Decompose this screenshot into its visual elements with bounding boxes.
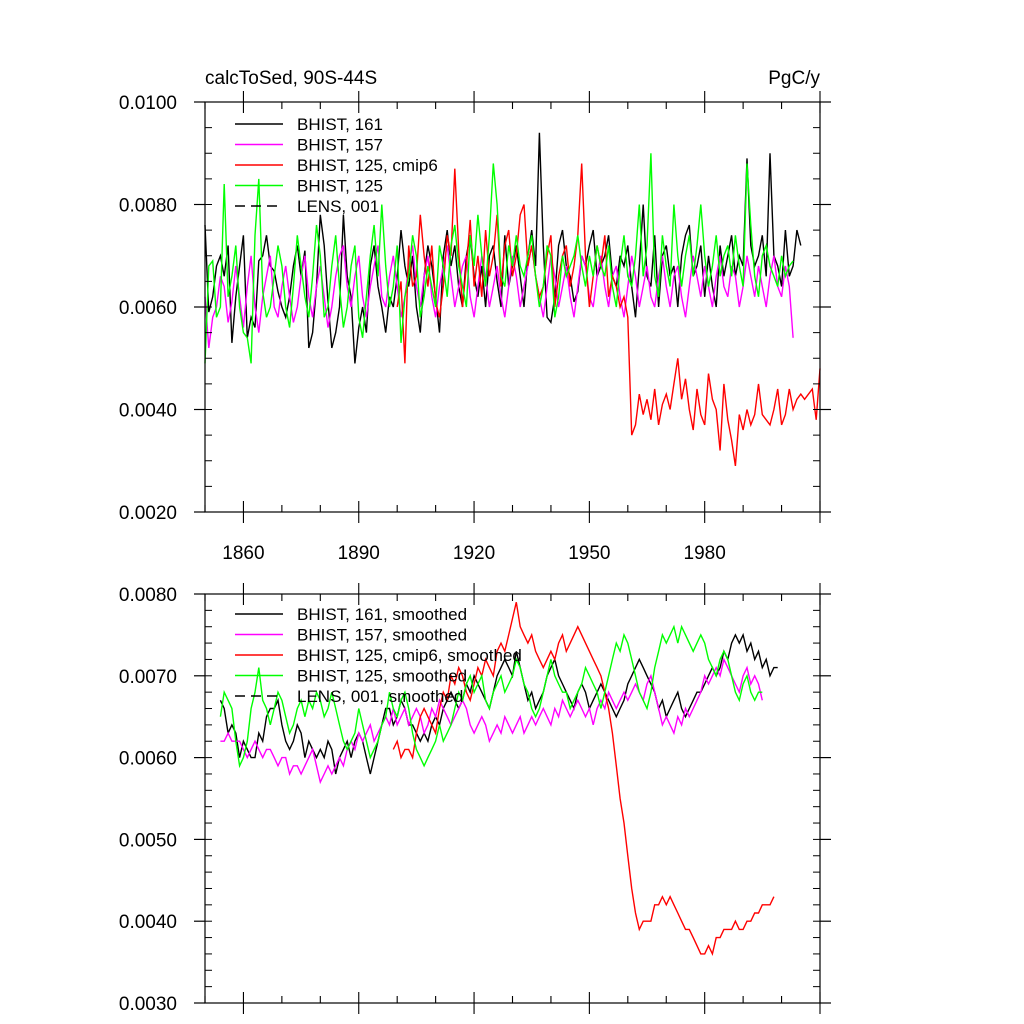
y-tick-label: 0.0080 xyxy=(119,196,177,217)
y-tick-label: 0.0100 xyxy=(119,93,177,114)
bottom-panel: 0.0030 0.0040 0.0050 0.0060 0.0070 0.0080 BHIS… xyxy=(119,583,831,1015)
series-line-2-4 xyxy=(219,624,763,769)
legend-label: BHIST, 161, smoothed xyxy=(297,605,467,624)
legend-label: BHIST, 161 xyxy=(297,115,383,134)
y-tick-label: 0.0060 xyxy=(119,298,177,319)
y-tick-label: 0.0040 xyxy=(119,912,177,933)
legend-label: BHIST, 125, cmip6 xyxy=(297,156,438,175)
series-line-2-3 xyxy=(392,602,775,957)
legend-label: BHIST, 157 xyxy=(297,136,383,155)
units-label: PgC/y xyxy=(768,68,820,89)
x-tick-label: 1890 xyxy=(338,543,380,564)
series-line-2-2 xyxy=(220,657,763,785)
y-tick-label: 0.0050 xyxy=(119,830,177,851)
x-tick-label: 1860 xyxy=(222,543,264,564)
series-line-1-4 xyxy=(204,153,794,364)
top-panel: 0.0020 0.0040 0.0060 0.0080 0.0100 1860 1890 19… xyxy=(119,91,831,564)
x-tick-label: 1950 xyxy=(568,543,610,564)
series-line-1-1 xyxy=(204,132,802,364)
x-tick-label: 1920 xyxy=(453,543,495,564)
legend-label: BHIST, 125 xyxy=(297,177,383,196)
legend-label: BHIST, 125, cmip6, smoothed xyxy=(297,646,522,665)
y-tick-label: 0.0070 xyxy=(119,667,177,688)
legend-label: LENS, 001 xyxy=(297,197,379,216)
y-tick-label: 0.0040 xyxy=(119,401,177,422)
y-tick-label: 0.0030 xyxy=(119,994,177,1015)
x-tick-label: 1980 xyxy=(684,543,726,564)
legend-label: BHIST, 125, smoothed xyxy=(297,667,467,686)
series-line-1-3 xyxy=(396,163,821,467)
legend-label: BHIST, 157, smoothed xyxy=(297,626,467,645)
y-tick-label: 0.0060 xyxy=(119,749,177,770)
chart-title: calcToSed, 90S-44S xyxy=(205,68,377,89)
y-tick-label: 0.0020 xyxy=(119,503,177,524)
y-tick-label: 0.0080 xyxy=(119,585,177,606)
legend-label: LENS, 001, smoothed xyxy=(297,687,463,706)
